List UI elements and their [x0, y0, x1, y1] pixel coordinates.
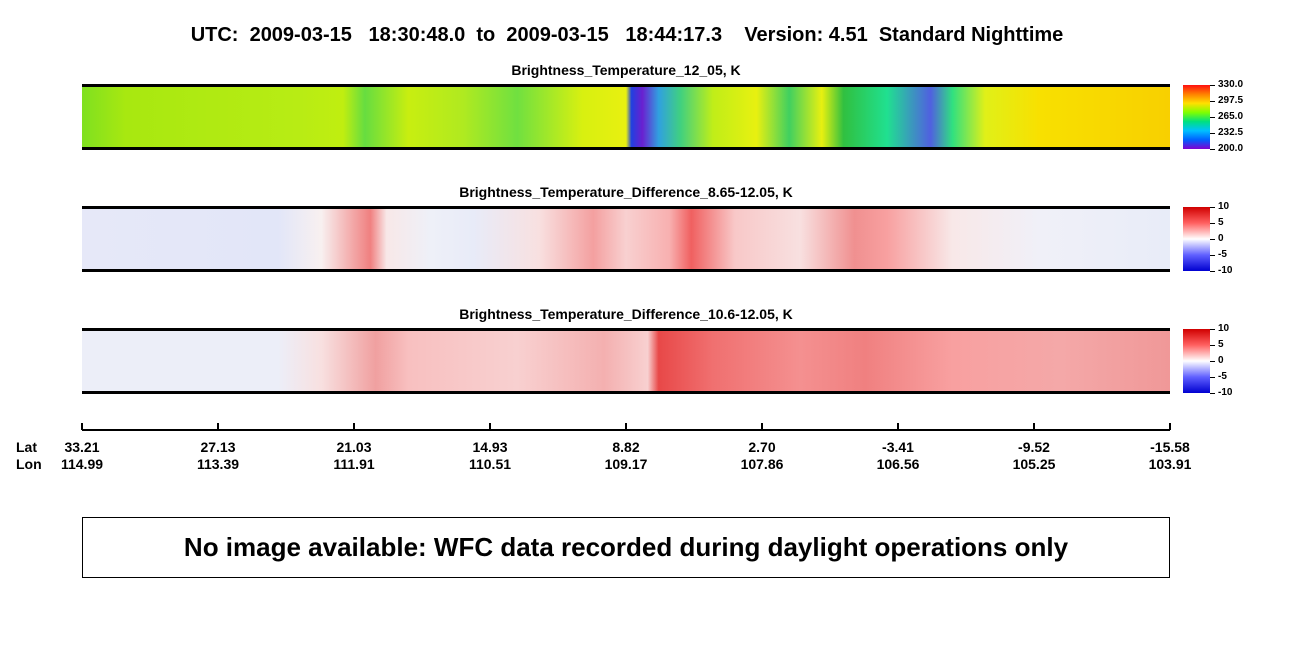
lat-label: Lat — [16, 439, 37, 455]
lon-value: 114.99 — [60, 456, 104, 472]
colorbar-tick — [1210, 85, 1215, 86]
colorbar-tick — [1210, 345, 1215, 346]
lat-value: 14.93 — [472, 439, 508, 455]
panel-title: Brightness_Temperature_Difference_10.6-1… — [459, 306, 793, 322]
colorbar-label: 10 — [1218, 201, 1230, 212]
colorbar-label: 5 — [1218, 339, 1224, 350]
colorbar-label: -5 — [1218, 371, 1227, 382]
lon-value: 107.86 — [740, 456, 784, 472]
lon-value: 105.25 — [1012, 456, 1056, 472]
colorbar-label: 0 — [1218, 233, 1224, 244]
lat-value: 27.13 — [200, 439, 236, 455]
colorbar-tick — [1210, 255, 1215, 256]
colorbar-label: -10 — [1218, 387, 1233, 398]
axis-tick — [897, 423, 899, 430]
title: UTC: 2009-03-15 18:30:48.0 to 2009-03-15… — [190, 24, 1064, 46]
message: No image available: WFC data recorded du… — [183, 532, 1069, 562]
colorbar-label: -10 — [1218, 265, 1233, 276]
image-strip — [82, 84, 1170, 150]
x-axis — [82, 429, 1170, 431]
lon-value: 110.51 — [468, 456, 512, 472]
colorbar-label: 232.5 — [1218, 127, 1244, 138]
colorbar-label: 265.0 — [1218, 111, 1244, 122]
image-strip — [82, 206, 1170, 272]
axis-tick — [1169, 423, 1171, 430]
lat-value: -15.58 — [1150, 439, 1190, 455]
axis-tick — [353, 423, 355, 430]
colorbar-label: -5 — [1218, 249, 1227, 260]
colorbar-label: 0 — [1218, 355, 1224, 366]
colorbar-tick — [1210, 101, 1215, 102]
message-box: No image available: WFC data recorded du… — [82, 517, 1170, 578]
axis-tick — [217, 423, 219, 430]
colorbar-label: 10 — [1218, 323, 1230, 334]
image-strip — [82, 328, 1170, 394]
axis-tick — [1033, 423, 1035, 430]
colorbar — [1183, 85, 1210, 149]
lat-value: -9.52 — [1018, 439, 1050, 455]
colorbar — [1183, 329, 1210, 393]
colorbar — [1183, 207, 1210, 271]
colorbar-tick — [1210, 223, 1215, 224]
colorbar-tick — [1210, 239, 1215, 240]
colorbar-tick — [1210, 149, 1215, 150]
axis-tick — [81, 423, 83, 430]
colorbar-tick — [1210, 271, 1215, 272]
lon-label: Lon — [16, 456, 42, 472]
colorbar-tick — [1210, 377, 1215, 378]
colorbar-tick — [1210, 133, 1215, 134]
colorbar-label: 297.5 — [1218, 95, 1244, 106]
lat-value: 21.03 — [336, 439, 372, 455]
colorbar-tick — [1210, 329, 1215, 330]
lat-value: 2.70 — [748, 439, 776, 455]
colorbar-tick — [1210, 393, 1215, 394]
lon-value: 111.91 — [333, 456, 375, 472]
colorbar-label: 330.0 — [1218, 79, 1244, 90]
panel-title: Brightness_Temperature_12_05, K — [511, 62, 741, 78]
colorbar-label: 5 — [1218, 217, 1224, 228]
lon-value: 103.91 — [1148, 456, 1192, 472]
lon-value: 109.17 — [604, 456, 648, 472]
colorbar-tick — [1210, 207, 1215, 208]
colorbar-label: 200.0 — [1218, 143, 1244, 154]
colorbar-tick — [1210, 117, 1215, 118]
colorbar-tick — [1210, 361, 1215, 362]
axis-tick — [761, 423, 763, 430]
axis-tick — [489, 423, 491, 430]
lat-value: 8.82 — [612, 439, 640, 455]
panel-title: Brightness_Temperature_Difference_8.65-1… — [459, 184, 793, 200]
lon-value: 106.56 — [876, 456, 920, 472]
lon-value: 113.39 — [196, 456, 240, 472]
axis-tick — [625, 423, 627, 430]
lat-value: 33.21 — [64, 439, 100, 455]
lat-value: -3.41 — [882, 439, 914, 455]
